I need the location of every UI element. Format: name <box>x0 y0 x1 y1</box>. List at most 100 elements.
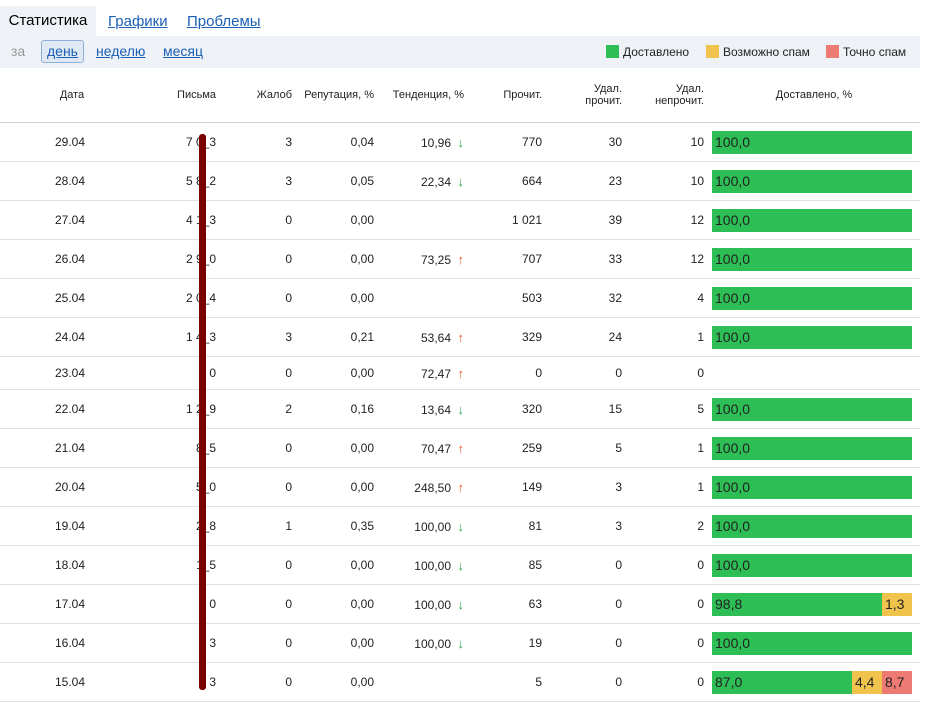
cell-del-unread: 10 <box>626 122 708 162</box>
bar-segment-green: 100,0 <box>712 325 912 349</box>
cell-date: 29.04 <box>0 122 140 162</box>
legend-swatch-green <box>606 45 619 58</box>
cell-del-unread-value: 12 <box>690 213 704 227</box>
col-complaints: Жалоб <box>220 68 296 123</box>
cell-reputation: 0,00 <box>296 278 378 318</box>
cell-delivered: 100,0 <box>708 467 920 507</box>
delivered-bar: 100,0 <box>712 325 912 349</box>
cell-trend-value: 13,64 <box>420 402 451 417</box>
bar-segment-green: 100,0 <box>712 553 912 577</box>
delivered-bar: 100,0 <box>712 208 912 232</box>
cell-reputation: 0,16 <box>296 389 378 429</box>
cell-read-value: 664 <box>521 174 542 188</box>
cell-del-unread: 4 <box>626 278 708 318</box>
cell-complaints-value: 0 <box>285 291 292 305</box>
col-reputation: Репутация, % <box>296 68 378 123</box>
cell-complaints-value: 2 <box>285 402 292 416</box>
tab-charts[interactable]: Графики <box>108 13 168 30</box>
bar-segment-green: 100,0 <box>712 631 912 655</box>
bar-segment-green: 98,8 <box>712 592 882 616</box>
bar-segment-green: 87,0 <box>712 670 852 694</box>
cell-read: 664 <box>468 161 546 201</box>
delivered-bar: 100,0 <box>712 631 912 655</box>
table-row: 29.04 7 0_3 3 0,04 10,96 ↓ 770 30 10 100,0 <box>0 122 920 162</box>
bar-segment-yellow: 1,3 <box>882 592 912 616</box>
cell-del-unread: 1 <box>626 317 708 357</box>
tab-problems[interactable]: Проблемы <box>187 13 261 30</box>
cell-date-value: 25.04 <box>54 291 86 305</box>
cell-trend <box>378 662 468 702</box>
cell-trend <box>378 200 468 240</box>
cell-read: 503 <box>468 278 546 318</box>
period-day[interactable]: день <box>41 40 84 63</box>
cell-date-value: 24.04 <box>54 330 86 344</box>
bar-segment-green: 100,0 <box>712 247 912 271</box>
cell-read: 707 <box>468 239 546 279</box>
redaction-line <box>199 134 206 690</box>
tab-statistics[interactable]: Статистика <box>0 6 96 36</box>
cell-del-read: 0 <box>546 545 626 585</box>
table-row: 20.04 5_0 0 0,00 248,50 ↑ 149 3 1 100,0 <box>0 467 920 507</box>
cell-del-read-value: 0 <box>615 366 622 380</box>
cell-del-read-value: 24 <box>608 330 622 344</box>
cell-trend: 22,34 ↓ <box>378 161 468 201</box>
legend-maybe-spam: Возможно спам <box>706 45 810 59</box>
cell-reputation: 0,00 <box>296 467 378 507</box>
cell-del-read: 24 <box>546 317 626 357</box>
cell-read: 259 <box>468 428 546 468</box>
cell-date: 18.04 <box>0 545 140 585</box>
cell-date-value: 29.04 <box>54 135 86 149</box>
cell-del-read-value: 32 <box>608 291 622 305</box>
table-row: 17.04 0 0 0,00 100,00 ↓ 63 0 0 98,8 1,3 <box>0 584 920 624</box>
cell-reputation: 0,00 <box>296 239 378 279</box>
period-month[interactable]: месяц <box>163 43 204 59</box>
cell-del-unread-value: 0 <box>697 366 704 380</box>
cell-del-unread: 0 <box>626 584 708 624</box>
cell-del-unread-value: 10 <box>690 174 704 188</box>
legend-label: Точно спам <box>843 45 907 59</box>
arrow-down-icon: ↓ <box>457 557 465 573</box>
cell-complaints-value: 0 <box>285 636 292 650</box>
cell-del-read: 0 <box>546 356 626 390</box>
cell-letters: 0 <box>140 356 220 390</box>
cell-complaints: 3 <box>220 122 296 162</box>
cell-delivered: 100,0 <box>708 545 920 585</box>
cell-reputation-value: 0,00 <box>350 366 374 380</box>
cell-reputation-value: 0,04 <box>350 135 374 149</box>
cell-trend-value: 72,47 <box>420 366 451 381</box>
arrow-up-icon: ↑ <box>457 329 465 345</box>
cell-date: 20.04 <box>0 467 140 507</box>
cell-date-value: 28.04 <box>54 174 86 188</box>
cell-complaints-value: 0 <box>285 480 292 494</box>
cell-trend: 100,00 ↓ <box>378 545 468 585</box>
cell-reputation: 0,00 <box>296 356 378 390</box>
col-del-unread: Удал. непрочит. <box>626 68 708 123</box>
cell-complaints: 0 <box>220 278 296 318</box>
cell-complaints-value: 0 <box>285 441 292 455</box>
cell-del-read: 3 <box>546 506 626 546</box>
cell-read-value: 1 021 <box>511 213 542 227</box>
cell-read-value: 503 <box>521 291 542 305</box>
col-del-read: Удал. прочит. <box>546 68 626 123</box>
period-week[interactable]: неделю <box>96 43 146 59</box>
cell-letters: 2_8 <box>140 506 220 546</box>
cell-complaints-value: 0 <box>285 558 292 572</box>
cell-trend: 53,64 ↑ <box>378 317 468 357</box>
cell-reputation-value: 0,16 <box>350 402 374 416</box>
cell-date-value: 20.04 <box>54 480 86 494</box>
table-row: 26.04 2 9_0 0 0,00 73,25 ↑ 707 33 12 100,0 <box>0 239 920 279</box>
cell-reputation-value: 0,00 <box>350 252 374 266</box>
cell-complaints-value: 1 <box>285 519 292 533</box>
cell-delivered: 87,0 4,4 8,7 <box>708 662 920 702</box>
cell-read: 1 021 <box>468 200 546 240</box>
cell-trend-value: 22,34 <box>420 174 451 189</box>
cell-date: 16.04 <box>0 623 140 663</box>
cell-del-unread-value: 10 <box>690 135 704 149</box>
arrow-up-icon: ↑ <box>457 251 465 267</box>
cell-complaints-value: 3 <box>285 330 292 344</box>
table-row: 24.04 1 4_3 3 0,21 53,64 ↑ 329 24 1 100,0 <box>0 317 920 357</box>
cell-del-unread-value: 0 <box>697 558 704 572</box>
cell-date: 22.04 <box>0 389 140 429</box>
cell-read-value: 320 <box>521 402 542 416</box>
arrow-up-icon: ↑ <box>457 440 465 456</box>
